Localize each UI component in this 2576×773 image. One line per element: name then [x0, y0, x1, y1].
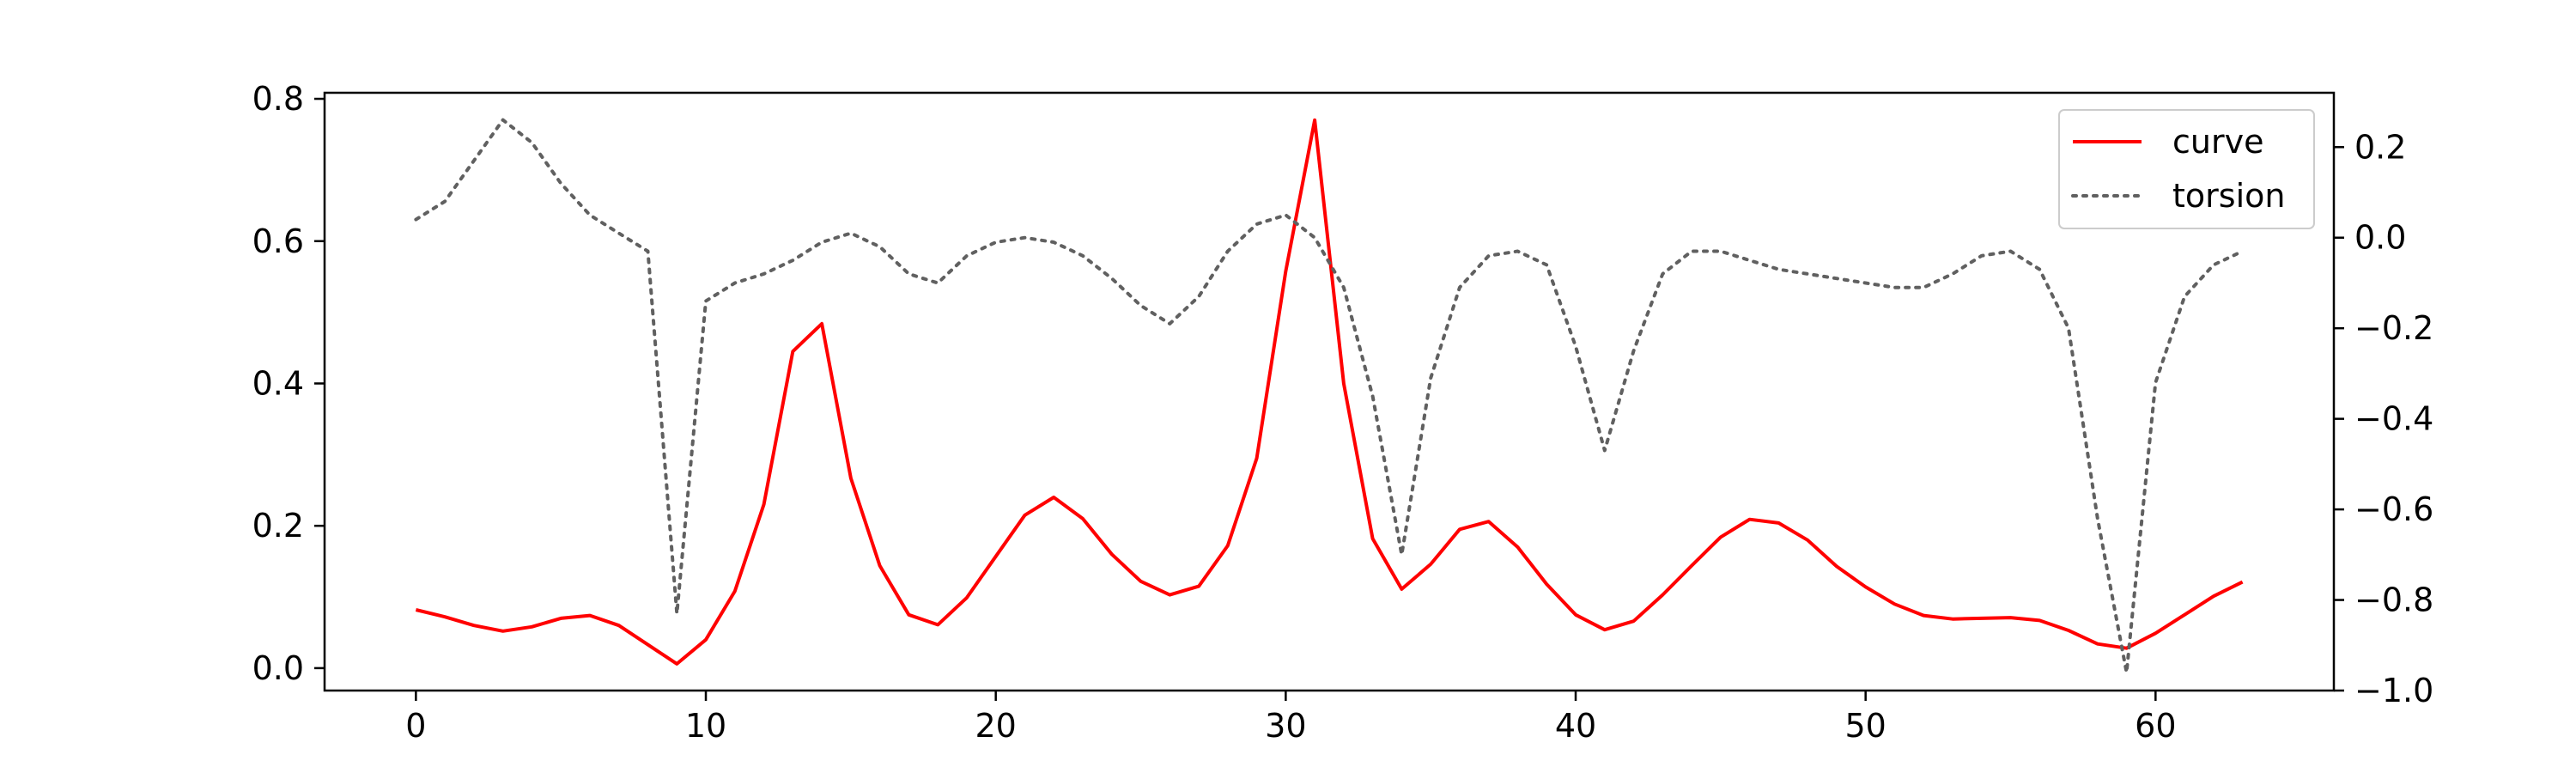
x-tick-label: 0: [405, 707, 426, 745]
x-axis-ticks: 0 10 20 30 40 50 60: [405, 691, 2177, 745]
series-line-torsion: [414, 118, 2245, 674]
y2-tick-label: −0.2: [2354, 309, 2433, 347]
x-tick-label: 60: [2135, 707, 2176, 745]
legend-label-curve: curve: [2172, 123, 2263, 161]
y2-tick-label: −0.6: [2354, 490, 2433, 528]
y-tick-label: 0.8: [252, 80, 304, 118]
axes-frame: [323, 91, 2336, 692]
y2-tick-label: 0.2: [2354, 128, 2406, 166]
legend-box: [2058, 109, 2315, 229]
y2-tick-label: −0.4: [2354, 400, 2433, 438]
x-tick-label: 40: [1555, 707, 1596, 745]
plot-area: [414, 118, 2245, 674]
x-tick-label: 20: [975, 707, 1017, 745]
y2-tick-label: 0.0: [2354, 219, 2406, 257]
y-tick-label: 0.2: [252, 507, 304, 545]
y2-tick-label: −1.0: [2354, 672, 2433, 709]
legend: curve torsion: [2058, 109, 2315, 229]
legend-label-torsion: torsion: [2172, 177, 2285, 215]
axes: [323, 91, 2336, 692]
y-tick-label: 0.4: [252, 364, 304, 402]
y-tick-label: 0.6: [252, 222, 304, 260]
y-axis-ticks: 0.0 0.2 0.4 0.6 0.8: [252, 80, 325, 687]
y-tick-label: 0.0: [252, 649, 304, 687]
y2-tick-label: −0.8: [2354, 581, 2433, 619]
x-tick-label: 50: [1844, 707, 1886, 745]
series-line-curve: [415, 118, 2244, 666]
x-tick-label: 30: [1265, 707, 1306, 745]
x-tick-label: 10: [685, 707, 726, 745]
y2-axis-ticks: 0.2 0.0 −0.2 −0.4 −0.6 −0.8 −1.0: [2334, 128, 2433, 709]
